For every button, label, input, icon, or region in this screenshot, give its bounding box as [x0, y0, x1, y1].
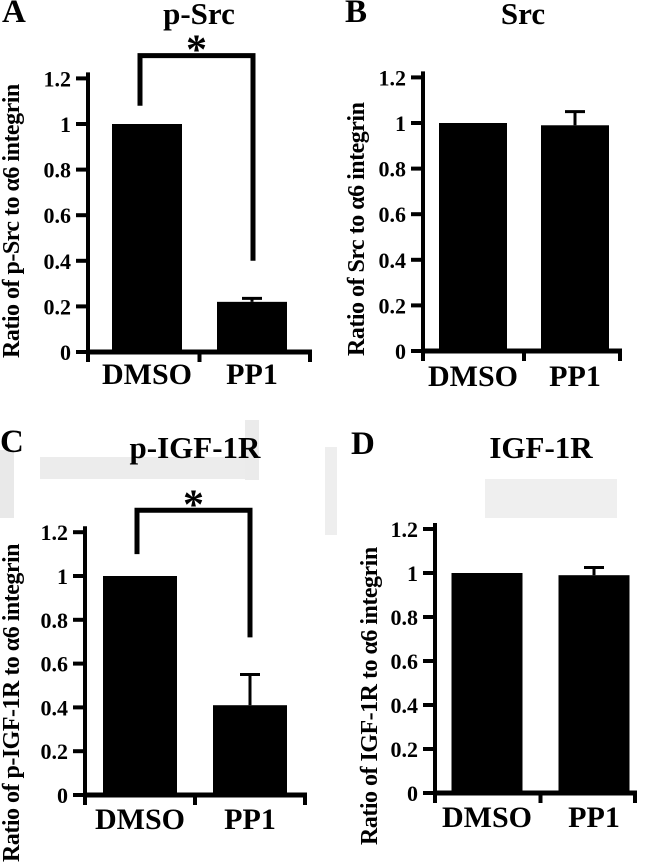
svg-text:DMSO: DMSO	[428, 360, 518, 393]
svg-text:0: 0	[407, 781, 418, 806]
svg-text:PP1: PP1	[568, 801, 620, 834]
svg-text:0.8: 0.8	[44, 158, 72, 183]
bar-chart: 0 0.2 0.4 0.6 0.8 1 1.2 DMSO PP1 *	[41, 482, 307, 836]
chart-title: p-IGF-1R	[129, 430, 261, 465]
svg-text:PP1: PP1	[224, 803, 276, 836]
svg-text:0.8: 0.8	[41, 608, 69, 633]
panel-letter: A	[2, 0, 26, 30]
svg-text:DMSO: DMSO	[102, 358, 192, 391]
panel-letter: B	[345, 0, 368, 30]
svg-text:1.2: 1.2	[44, 66, 72, 91]
svg-text:PP1: PP1	[226, 358, 278, 391]
svg-text:0: 0	[395, 339, 406, 364]
svg-text:0.6: 0.6	[379, 202, 407, 227]
svg-text:0.8: 0.8	[379, 157, 407, 182]
chart-title: p-Src	[163, 0, 235, 31]
svg-text:1: 1	[407, 561, 418, 586]
svg-text:0.4: 0.4	[391, 693, 419, 718]
svg-text:1.2: 1.2	[41, 520, 69, 545]
svg-text:*: *	[186, 28, 207, 74]
svg-text:*: *	[183, 482, 204, 528]
svg-text:0.4: 0.4	[44, 249, 72, 274]
svg-text:1.2: 1.2	[391, 517, 419, 542]
scan-artifact	[485, 479, 617, 518]
scan-artifact	[40, 457, 255, 479]
panel-letter: C	[0, 424, 24, 460]
panel-b: B Src Ratio of Src to α6 integrin 0 0.2 0.…	[325, 0, 650, 400]
svg-text:0.4: 0.4	[41, 695, 69, 720]
svg-text:0.4: 0.4	[379, 248, 407, 273]
panel-c: C p-IGF-1R Ratio of p-IGF-1R to α6 integ…	[0, 400, 325, 865]
svg-text:0.6: 0.6	[41, 652, 69, 677]
scan-artifact	[0, 450, 14, 518]
svg-text:0.8: 0.8	[391, 605, 419, 630]
svg-text:DMSO: DMSO	[442, 801, 532, 834]
svg-text:1: 1	[60, 112, 71, 137]
chart-title: IGF-1R	[489, 430, 593, 465]
svg-text:0.2: 0.2	[379, 293, 407, 318]
svg-text:1: 1	[395, 111, 406, 136]
scan-artifact	[325, 447, 337, 535]
svg-text:1: 1	[57, 564, 68, 589]
bar-chart: 0 0.2 0.4 0.6 0.8 1 1.2 DMSO PP1 *	[44, 28, 312, 391]
svg-text:0.2: 0.2	[44, 294, 72, 319]
svg-text:0.2: 0.2	[41, 739, 69, 764]
svg-text:0.6: 0.6	[44, 203, 72, 228]
chart-title: Src	[500, 0, 546, 31]
scan-artifact	[245, 420, 259, 480]
bar-chart: 0 0.2 0.4 0.6 0.8 1 1.2 DMSO PP1	[391, 517, 637, 834]
svg-text:0.6: 0.6	[391, 649, 419, 674]
svg-text:0: 0	[57, 783, 68, 808]
svg-text:0: 0	[60, 340, 71, 365]
svg-text:1.2: 1.2	[379, 65, 407, 90]
svg-text:DMSO: DMSO	[95, 803, 185, 836]
bar-chart: 0 0.2 0.4 0.6 0.8 1 1.2 DMSO PP1	[379, 65, 622, 393]
svg-text:PP1: PP1	[549, 360, 601, 393]
panel-letter: D	[351, 426, 375, 462]
panel-d: D IGF-1R Ratio of IGF-1R to α6 integrin …	[325, 400, 650, 865]
svg-text:0.2: 0.2	[391, 737, 419, 762]
